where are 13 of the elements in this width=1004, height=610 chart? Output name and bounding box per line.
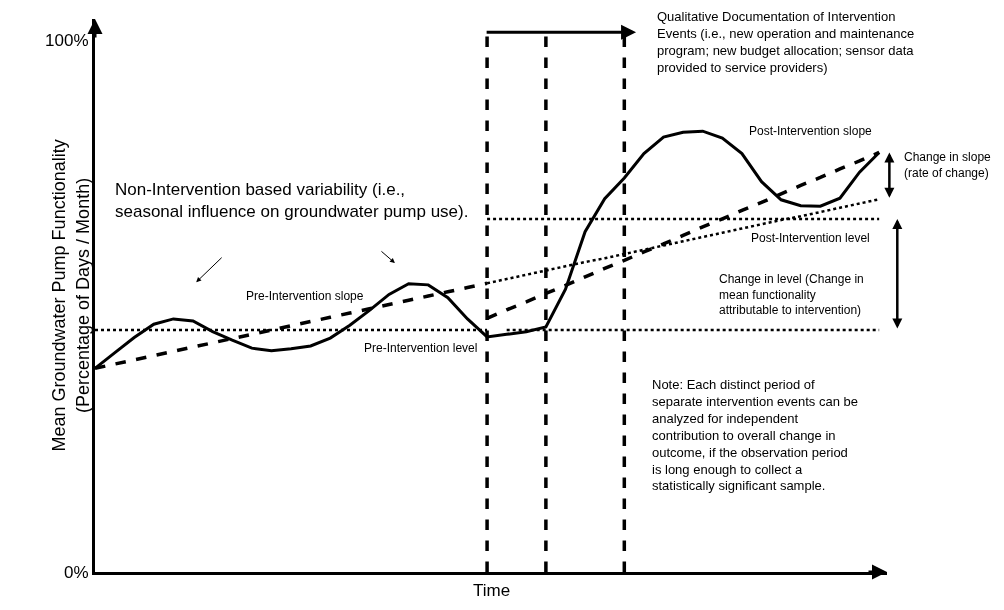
y-tick-label: 100% xyxy=(45,31,89,51)
text: Change in slope (rate of change) xyxy=(904,150,992,180)
annotation: Post-Intervention level xyxy=(751,231,870,245)
annotation: Pre-Intervention level xyxy=(364,341,478,355)
y-tick-label: 0% xyxy=(64,562,89,582)
y-axis-title: Mean Groundwater Pump Functionality (Percentage of Days / Month) xyxy=(49,139,93,452)
annotation: Qualitative Documentation of Intervention Events (i.e., new operation and maintenance program; new budget allocation; sensor data provided to service providers) xyxy=(657,9,915,75)
annotation: Pre-Intervention slope xyxy=(246,289,364,303)
annotation: Note: Each distinct period of separate intervention events can be analyzed for independent contribution to overall change in outcome, if the observation period is long enough to collect a statistically significant sample. xyxy=(652,377,858,494)
annotation: Post-Intervention slope xyxy=(749,124,873,138)
annotation: Change in level (Change in mean functionality attributable to intervention) xyxy=(719,272,864,318)
x-axis-title: Time xyxy=(473,581,511,600)
annotation: Non-Intervention based variability (i.e., seasonal influence on groundwater pump use). xyxy=(115,180,469,222)
